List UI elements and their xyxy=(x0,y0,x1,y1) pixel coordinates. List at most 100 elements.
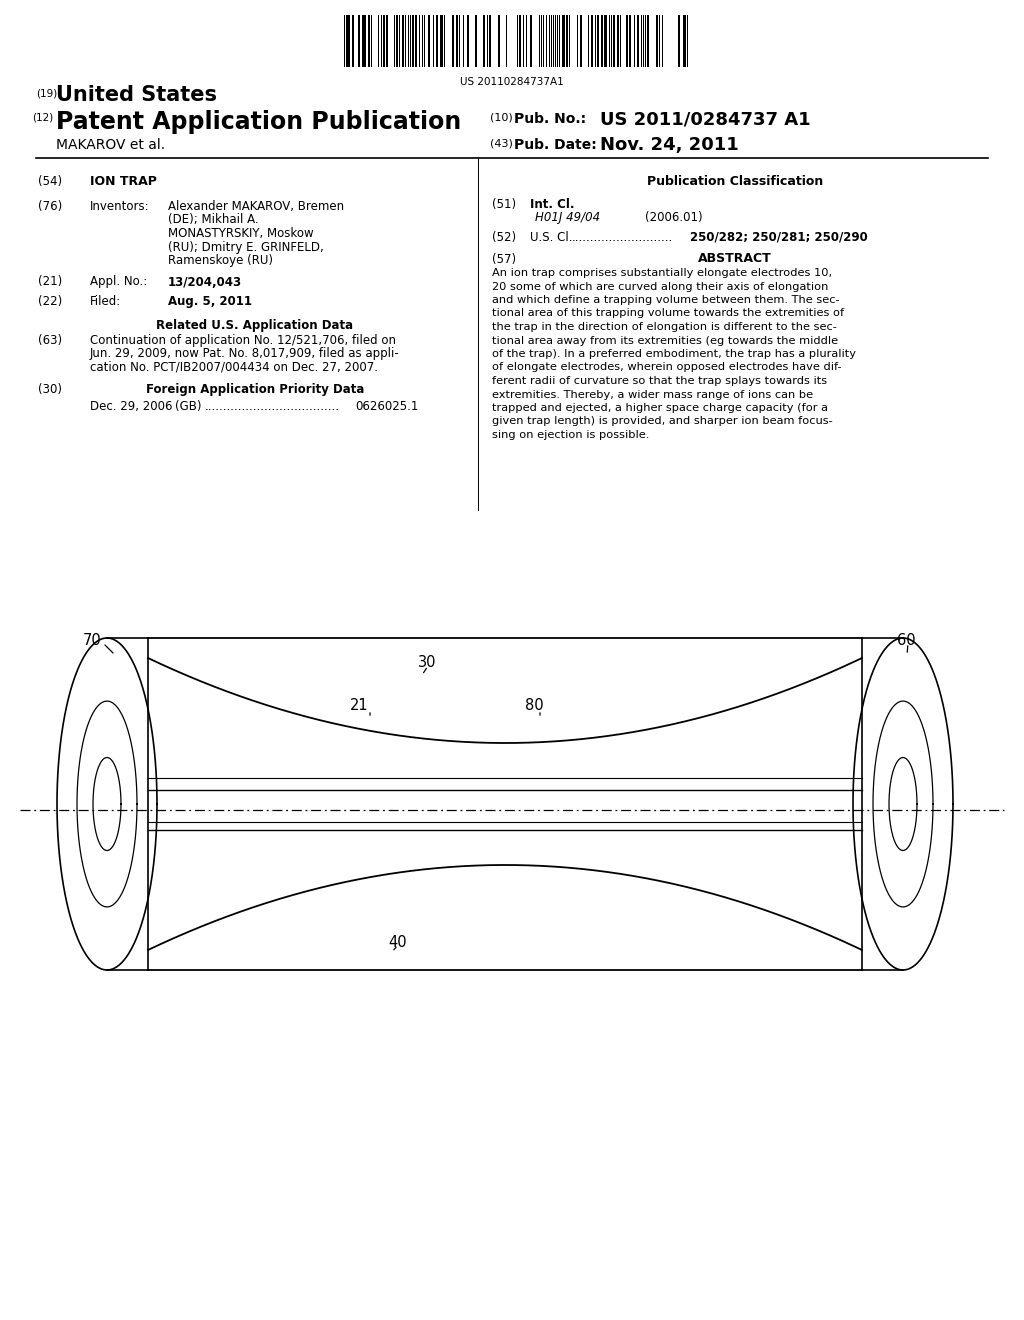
Bar xyxy=(467,15,469,67)
Text: US 20110284737A1: US 20110284737A1 xyxy=(460,77,564,87)
Bar xyxy=(386,15,388,67)
Bar xyxy=(613,15,615,67)
Text: 40: 40 xyxy=(388,935,407,950)
Text: ...........................: ........................... xyxy=(572,231,673,244)
Bar xyxy=(368,15,370,67)
Text: (54): (54) xyxy=(38,176,62,187)
Text: Alexander MAKAROV, Bremen: Alexander MAKAROV, Bremen xyxy=(168,201,344,213)
Text: (2006.01): (2006.01) xyxy=(645,211,702,224)
Text: of elongate electrodes, wherein opposed electrodes have dif-: of elongate electrodes, wherein opposed … xyxy=(492,363,842,372)
Bar xyxy=(597,15,599,67)
Bar xyxy=(352,15,354,67)
Text: (51): (51) xyxy=(492,198,516,211)
Bar xyxy=(562,15,565,67)
Text: of the trap). In a preferred embodiment, the trap has a plurality: of the trap). In a preferred embodiment,… xyxy=(492,348,856,359)
Text: Pub. No.:: Pub. No.: xyxy=(514,112,586,125)
Text: (12): (12) xyxy=(32,112,53,121)
Text: MAKAROV et al.: MAKAROV et al. xyxy=(56,139,165,152)
Bar xyxy=(604,15,607,67)
Bar xyxy=(530,15,532,67)
Bar xyxy=(519,15,521,67)
Text: given trap length) is provided, and sharper ion beam focus-: given trap length) is provided, and shar… xyxy=(492,417,833,426)
Text: (19): (19) xyxy=(36,88,57,98)
Text: Ramenskoye (RU): Ramenskoye (RU) xyxy=(168,253,273,267)
Bar xyxy=(346,15,350,67)
Text: 20 some of which are curved along their axis of elongation: 20 some of which are curved along their … xyxy=(492,281,828,292)
Text: (22): (22) xyxy=(38,294,62,308)
Text: (57): (57) xyxy=(492,252,516,265)
Text: sing on ejection is possible.: sing on ejection is possible. xyxy=(492,430,649,440)
Text: 60: 60 xyxy=(897,634,915,648)
Text: Int. Cl.: Int. Cl. xyxy=(530,198,574,211)
Text: 70: 70 xyxy=(83,634,101,648)
Text: US 2011/0284737 A1: US 2011/0284737 A1 xyxy=(600,110,811,128)
Text: ferent radii of curvature so that the trap splays towards its: ferent radii of curvature so that the tr… xyxy=(492,376,827,385)
Text: Nov. 24, 2011: Nov. 24, 2011 xyxy=(600,136,738,154)
Bar xyxy=(566,15,568,67)
Text: (RU); Dmitry E. GRINFELD,: (RU); Dmitry E. GRINFELD, xyxy=(168,240,324,253)
Bar xyxy=(489,15,490,67)
Text: Aug. 5, 2011: Aug. 5, 2011 xyxy=(168,294,252,308)
Bar xyxy=(637,15,639,67)
Bar xyxy=(440,15,443,67)
Text: extremities. Thereby, a wider mass range of ions can be: extremities. Thereby, a wider mass range… xyxy=(492,389,813,400)
Bar xyxy=(591,15,593,67)
Text: Publication Classification: Publication Classification xyxy=(647,176,823,187)
Text: United States: United States xyxy=(56,84,217,106)
Bar xyxy=(580,15,582,67)
Bar xyxy=(475,15,477,67)
Text: (52): (52) xyxy=(492,231,516,244)
Bar xyxy=(626,15,628,67)
Text: cation No. PCT/IB2007/004434 on Dec. 27, 2007.: cation No. PCT/IB2007/004434 on Dec. 27,… xyxy=(90,360,378,374)
Bar xyxy=(647,15,649,67)
Bar xyxy=(483,15,485,67)
Text: Foreign Application Priority Data: Foreign Application Priority Data xyxy=(145,383,365,396)
Text: 13/204,043: 13/204,043 xyxy=(168,276,242,289)
Text: H01J 49/04: H01J 49/04 xyxy=(535,211,600,224)
Text: (GB): (GB) xyxy=(175,400,202,413)
Text: An ion trap comprises substantially elongate electrodes 10,: An ion trap comprises substantially elon… xyxy=(492,268,833,279)
Text: tional area of this trapping volume towards the extremities of: tional area of this trapping volume towa… xyxy=(492,309,844,318)
Text: Dec. 29, 2006: Dec. 29, 2006 xyxy=(90,400,172,413)
Text: 250/282; 250/281; 250/290: 250/282; 250/281; 250/290 xyxy=(690,231,867,244)
Text: (DE); Mikhail A.: (DE); Mikhail A. xyxy=(168,214,259,227)
Bar xyxy=(452,15,454,67)
Text: ....................................: .................................... xyxy=(205,400,340,413)
Bar xyxy=(456,15,458,67)
Text: (76): (76) xyxy=(38,201,62,213)
Text: trapped and ejected, a higher space charge capacity (for a: trapped and ejected, a higher space char… xyxy=(492,403,828,413)
Bar xyxy=(412,15,414,67)
Bar xyxy=(358,15,360,67)
Bar xyxy=(362,15,366,67)
Text: Continuation of application No. 12/521,706, filed on: Continuation of application No. 12/521,7… xyxy=(90,334,396,347)
Text: (21): (21) xyxy=(38,276,62,289)
Text: tional area away from its extremities (eg towards the middle: tional area away from its extremities (e… xyxy=(492,335,838,346)
Text: Pub. Date:: Pub. Date: xyxy=(514,139,597,152)
Text: 21: 21 xyxy=(350,698,369,713)
Text: Patent Application Publication: Patent Application Publication xyxy=(56,110,461,135)
Text: ION TRAP: ION TRAP xyxy=(90,176,157,187)
Bar xyxy=(656,15,658,67)
Bar xyxy=(498,15,500,67)
Text: (63): (63) xyxy=(38,334,62,347)
Bar xyxy=(383,15,385,67)
Text: 80: 80 xyxy=(525,698,544,713)
Text: the trap in the direction of elongation is different to the sec-: the trap in the direction of elongation … xyxy=(492,322,837,333)
Bar xyxy=(428,15,430,67)
Bar xyxy=(683,15,686,67)
Bar xyxy=(396,15,398,67)
Text: (30): (30) xyxy=(38,383,62,396)
Bar xyxy=(629,15,631,67)
Text: Appl. No.:: Appl. No.: xyxy=(90,276,147,289)
Text: Related U.S. Application Data: Related U.S. Application Data xyxy=(157,318,353,331)
Text: Inventors:: Inventors: xyxy=(90,201,150,213)
Text: and which define a trapping volume between them. The sec-: and which define a trapping volume betwe… xyxy=(492,294,840,305)
Text: (43): (43) xyxy=(490,139,513,148)
Bar xyxy=(601,15,603,67)
Text: U.S. Cl.: U.S. Cl. xyxy=(530,231,572,244)
Bar xyxy=(436,15,438,67)
Text: Filed:: Filed: xyxy=(90,294,121,308)
Text: 0626025.1: 0626025.1 xyxy=(355,400,419,413)
Bar xyxy=(617,15,618,67)
Text: (10): (10) xyxy=(490,112,513,121)
